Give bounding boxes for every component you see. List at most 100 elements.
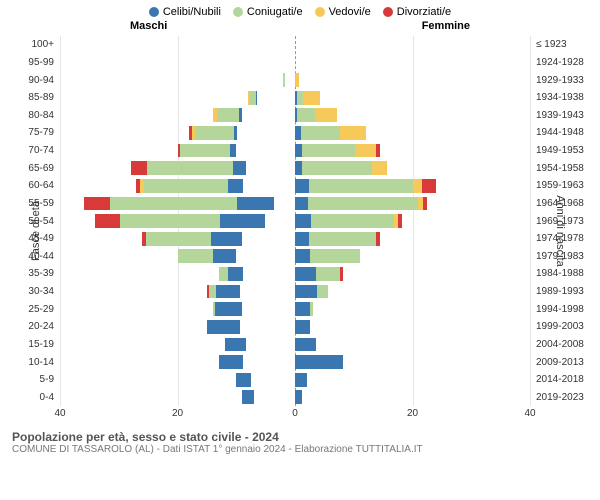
age-label: 10-14 (10, 353, 58, 371)
seg-c (230, 144, 236, 158)
seg-c (228, 179, 244, 193)
seg-c (239, 108, 241, 122)
legend-label: Coniugati/e (247, 6, 303, 18)
seg-c (219, 355, 244, 369)
seg-k (316, 267, 340, 281)
seg-c (228, 267, 243, 281)
birth-label: 1999-2003 (532, 318, 590, 336)
seg-k (209, 285, 216, 299)
bar-row (60, 107, 530, 125)
seg-c (295, 302, 310, 316)
legend-swatch (315, 7, 325, 17)
bar-row (60, 300, 530, 318)
x-tick-label: 0 (292, 408, 298, 419)
female-bar (295, 320, 354, 334)
seg-c (216, 285, 240, 299)
female-bar (295, 108, 395, 122)
female-bar (295, 373, 348, 387)
seg-k (219, 267, 229, 281)
header-female: Femmine (422, 20, 470, 32)
female-bar (295, 73, 324, 87)
seg-c (237, 197, 274, 211)
seg-c (295, 161, 302, 175)
seg-d (376, 144, 380, 158)
legend-item-coniugati: Coniugati/e (233, 6, 303, 18)
female-bar (295, 91, 371, 105)
seg-v (303, 91, 320, 105)
seg-d (95, 214, 120, 228)
female-bar (295, 126, 424, 140)
male-bar (207, 285, 295, 299)
gender-headers: Maschi Femmine (0, 20, 600, 36)
seg-c (295, 390, 302, 404)
male-bar (207, 320, 295, 334)
seg-c (295, 355, 343, 369)
female-bar (295, 214, 454, 228)
seg-v (372, 161, 387, 175)
birth-label: ≤ 1923 (532, 36, 590, 54)
birth-label: 1944-1948 (532, 124, 590, 142)
seg-d (376, 232, 380, 246)
legend-item-celibi: Celibi/Nubili (149, 6, 221, 18)
seg-c (242, 390, 254, 404)
male-bar (225, 338, 296, 352)
x-tick-label: 40 (54, 408, 65, 419)
age-label: 40-44 (10, 248, 58, 266)
legend-label: Divorziati/e (397, 6, 451, 18)
seg-v (355, 144, 376, 158)
bar-row (60, 71, 530, 89)
legend-item-vedovi: Vedovi/e (315, 6, 371, 18)
age-label: 30-34 (10, 283, 58, 301)
seg-v (296, 73, 299, 87)
seg-d (131, 161, 147, 175)
birth-label: 1929-1933 (532, 71, 590, 89)
seg-c (295, 179, 309, 193)
bar-row (60, 177, 530, 195)
seg-k (308, 197, 418, 211)
age-label: 35-39 (10, 265, 58, 283)
age-label: 25-29 (10, 300, 58, 318)
age-label: 95-99 (10, 54, 58, 72)
bar-row (60, 195, 530, 213)
male-bar (213, 302, 295, 316)
seg-k (178, 249, 213, 263)
birth-label: 1994-1998 (532, 300, 590, 318)
female-bar (295, 197, 471, 211)
birth-label: 1954-1958 (532, 159, 590, 177)
pyramid-chart: Celibi/Nubili Coniugati/e Vedovi/e Divorzia… (0, 0, 600, 500)
bar-row (60, 283, 530, 301)
male-bar (95, 214, 295, 228)
seg-c (215, 302, 242, 316)
birth-label: 1964-1968 (532, 195, 590, 213)
male-bar (142, 232, 295, 246)
female-bar (295, 144, 436, 158)
seg-d (340, 267, 343, 281)
seg-c (295, 285, 317, 299)
bar-row (60, 212, 530, 230)
legend-swatch (149, 7, 159, 17)
bar-row (60, 371, 530, 389)
legend-item-divorziati: Divorziati/e (383, 6, 451, 18)
male-bar (189, 126, 295, 140)
seg-c (213, 249, 237, 263)
seg-c (211, 232, 242, 246)
seg-v (413, 179, 422, 193)
seg-c (295, 197, 308, 211)
female-bar (295, 338, 366, 352)
bar-row (60, 230, 530, 248)
male-bar (213, 108, 295, 122)
age-label: 100+ (10, 36, 58, 54)
seg-k (180, 144, 230, 158)
seg-c (207, 320, 240, 334)
male-bar (178, 144, 296, 158)
seg-d (423, 197, 427, 211)
birth-label: 2004-2008 (532, 336, 590, 354)
birth-label: 1974-1978 (532, 230, 590, 248)
bar-row (60, 318, 530, 336)
birth-label: 1984-1988 (532, 265, 590, 283)
seg-k (195, 126, 235, 140)
seg-c (295, 214, 311, 228)
seg-k (317, 285, 328, 299)
seg-c (295, 144, 302, 158)
seg-v (315, 108, 337, 122)
